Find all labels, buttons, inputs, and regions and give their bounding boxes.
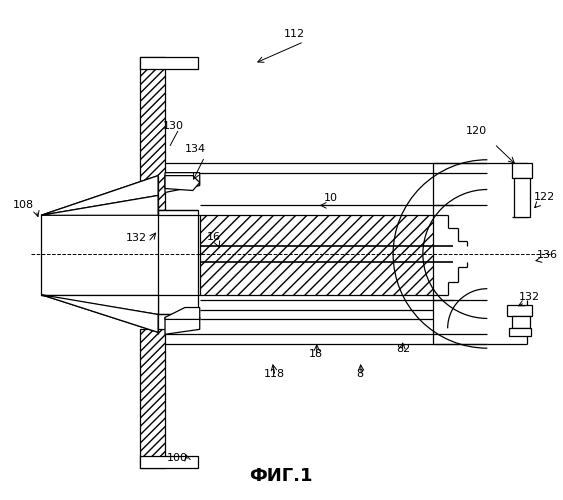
Bar xyxy=(140,456,198,468)
Text: 122: 122 xyxy=(534,192,555,202)
Text: 100: 100 xyxy=(167,454,188,464)
Polygon shape xyxy=(165,172,200,193)
Polygon shape xyxy=(165,308,200,320)
Text: ФИГ.1: ФИГ.1 xyxy=(249,467,313,485)
Text: 132: 132 xyxy=(519,292,540,302)
Bar xyxy=(140,330,165,468)
Bar xyxy=(140,56,198,68)
Text: 108: 108 xyxy=(14,200,34,210)
Polygon shape xyxy=(41,294,158,314)
Bar xyxy=(140,56,165,210)
Bar xyxy=(512,316,530,328)
Text: 130: 130 xyxy=(163,121,184,131)
Text: 134: 134 xyxy=(185,144,206,154)
Text: 16: 16 xyxy=(207,232,221,242)
Text: 82: 82 xyxy=(396,344,410,354)
Text: 120: 120 xyxy=(466,126,486,136)
Bar xyxy=(200,216,433,294)
Text: 132: 132 xyxy=(126,233,146,243)
Text: 8: 8 xyxy=(356,369,364,379)
Text: 136: 136 xyxy=(537,250,558,260)
Polygon shape xyxy=(165,176,200,190)
Bar xyxy=(514,178,530,218)
Polygon shape xyxy=(41,176,158,216)
Text: 10: 10 xyxy=(324,194,338,203)
Bar xyxy=(509,328,531,336)
Text: 18: 18 xyxy=(309,349,323,359)
Text: 118: 118 xyxy=(264,369,285,379)
Polygon shape xyxy=(165,318,200,334)
Bar xyxy=(512,162,532,178)
Text: 112: 112 xyxy=(284,29,305,39)
Bar xyxy=(507,304,532,316)
Bar xyxy=(158,210,198,314)
Polygon shape xyxy=(41,196,158,216)
Polygon shape xyxy=(41,294,158,333)
